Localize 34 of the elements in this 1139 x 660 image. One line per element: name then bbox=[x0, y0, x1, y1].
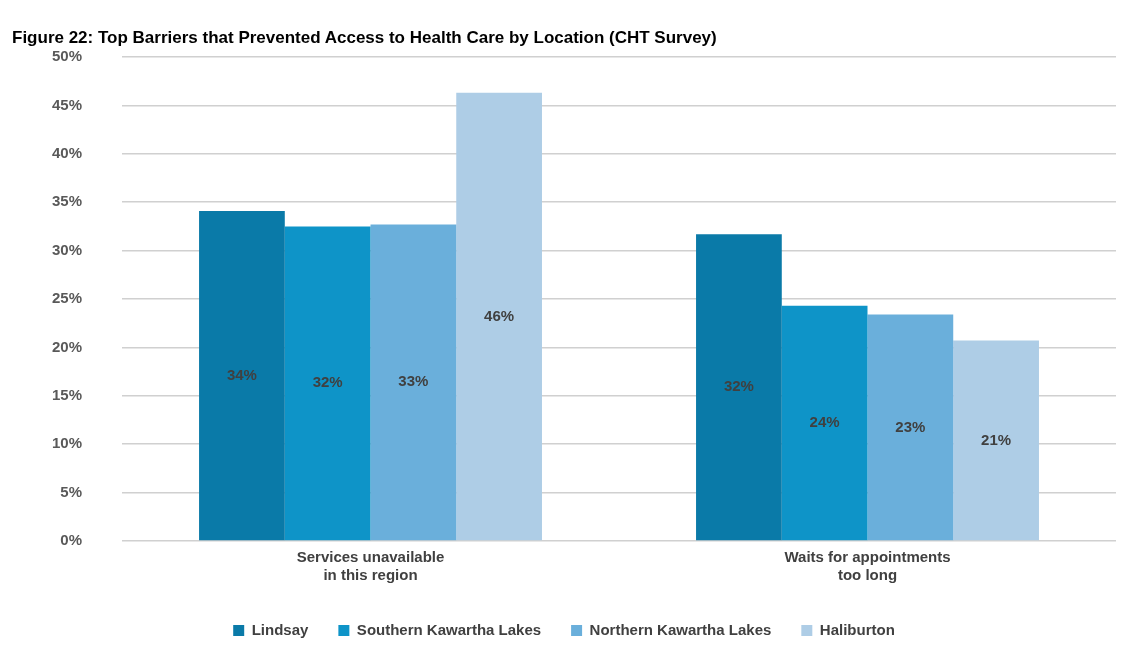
bar bbox=[781, 305, 868, 541]
data-label: 23% bbox=[895, 417, 926, 435]
legend-label: Northern Kawartha Lakes bbox=[589, 620, 772, 638]
data-label: 46% bbox=[484, 306, 515, 324]
bar bbox=[953, 340, 1039, 541]
data-label: 32% bbox=[723, 377, 754, 395]
legend-label: Lindsay bbox=[251, 620, 310, 638]
y-tick-label: 50% bbox=[51, 47, 83, 65]
y-tick-label: 40% bbox=[51, 143, 83, 161]
y-tick-label: 35% bbox=[51, 192, 83, 210]
data-label: 24% bbox=[809, 413, 840, 431]
bar bbox=[370, 224, 457, 541]
y-tick-label: 25% bbox=[51, 289, 83, 307]
y-tick-label: 30% bbox=[51, 240, 83, 258]
y-tick-label: 15% bbox=[51, 385, 83, 403]
y-tick-label: 10% bbox=[51, 434, 83, 452]
data-label: 32% bbox=[312, 373, 343, 391]
legend-label: Haliburton bbox=[819, 620, 895, 638]
legend-label: Southern Kawartha Lakes bbox=[356, 620, 542, 638]
bar bbox=[867, 314, 954, 541]
data-label: 33% bbox=[398, 372, 429, 390]
chart-title: Figure 22: Top Barriers that Prevented Access to Health Care by Location (CHT Survey) bbox=[12, 28, 717, 48]
bar bbox=[284, 226, 371, 541]
x-tick-label: Waits for appointments too long bbox=[784, 548, 951, 584]
y-tick-label: 20% bbox=[51, 337, 83, 355]
data-label: 34% bbox=[226, 365, 257, 383]
y-tick-label: 5% bbox=[60, 482, 83, 500]
y-tick-label: 45% bbox=[51, 95, 83, 113]
x-tick-label: Services unavailable in this region bbox=[296, 548, 445, 584]
bar bbox=[456, 92, 542, 541]
bar bbox=[199, 210, 285, 541]
y-tick-label: 0% bbox=[60, 531, 83, 549]
data-label: 21% bbox=[981, 430, 1012, 448]
bar bbox=[696, 234, 782, 541]
